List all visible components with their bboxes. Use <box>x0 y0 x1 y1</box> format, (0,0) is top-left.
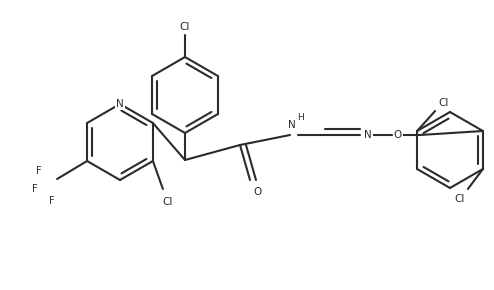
Text: F: F <box>36 166 42 176</box>
Text: N: N <box>116 99 124 109</box>
Text: N: N <box>288 120 296 130</box>
Text: Cl: Cl <box>438 98 448 108</box>
Text: N: N <box>364 130 372 140</box>
Text: O: O <box>394 130 402 140</box>
Text: Cl: Cl <box>180 22 190 32</box>
Text: O: O <box>253 187 261 197</box>
Text: F: F <box>49 196 55 206</box>
Text: Cl: Cl <box>163 197 173 207</box>
Text: F: F <box>32 184 38 194</box>
Text: Cl: Cl <box>454 194 465 204</box>
Text: H: H <box>296 113 303 122</box>
